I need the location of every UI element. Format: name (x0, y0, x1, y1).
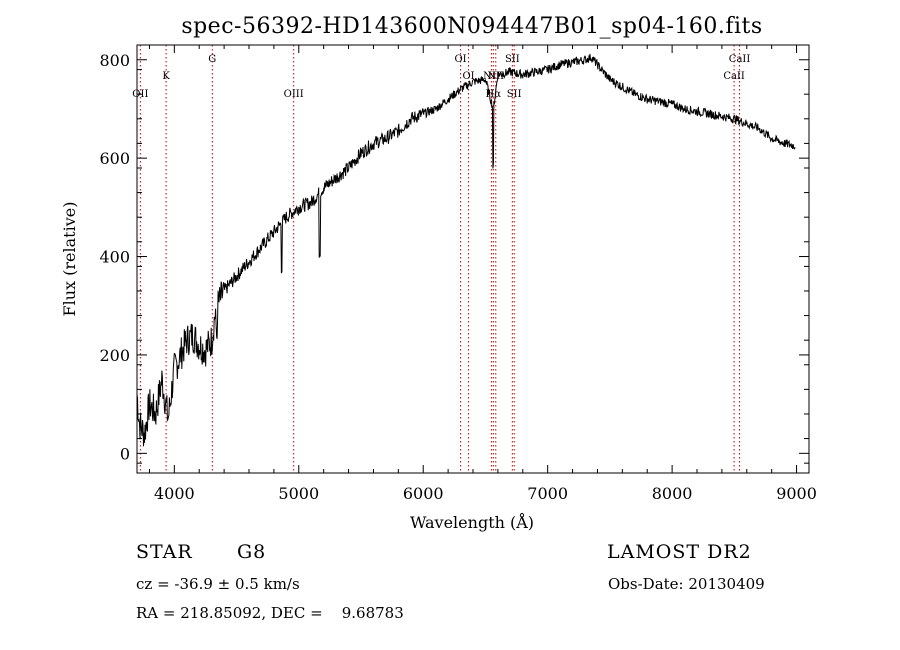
spectral-line-label: CaII (729, 54, 751, 65)
x-axis-ticks: 4000 5000 6000 7000 8000 9000 (148, 45, 817, 503)
y-tick-label: 400 (99, 248, 130, 267)
x-tick-label: 6000 (403, 484, 444, 503)
y-tick-label: 600 (99, 149, 130, 168)
spectral-line-label: OIII (284, 89, 304, 100)
spectral-line-label: OI (454, 54, 466, 65)
spectral-line-label: CaII (723, 71, 745, 82)
y-tick-label: 200 (99, 346, 130, 365)
y-axis-label: Flux (relative) (60, 202, 79, 317)
spectrum-series-line (136, 53, 796, 447)
x-tick-label: 4000 (154, 484, 195, 503)
x-tick-label: 7000 (527, 484, 568, 503)
spectral-subclass: G8 (237, 541, 267, 563)
observation-date: Obs-Date: 20130409 (608, 575, 765, 593)
object-class: STAR (136, 541, 193, 563)
x-tick-label: 9000 (776, 484, 817, 503)
x-tick-label: 8000 (652, 484, 693, 503)
spectral-line-label: SII (507, 89, 522, 100)
spectral-line-label: G (208, 54, 216, 65)
spectral-line-label: NII (487, 71, 504, 82)
y-tick-label: 800 (99, 51, 130, 70)
spectral-line-label: OI (462, 71, 474, 82)
x-axis-label: Wavelength (Å) (410, 512, 534, 532)
spectral-line-label: K (162, 71, 170, 82)
velocity-readout: cz = -36.9 ± 0.5 km/s (136, 575, 300, 593)
spectral-line-label: SII (505, 54, 520, 65)
y-axis-ticks: 0 200 400 600 800 (99, 51, 809, 464)
y-tick-label: 0 (120, 444, 130, 463)
spectral-line-label: NII (483, 71, 500, 82)
coordinates-readout: RA = 218.85092, DEC = 9.68783 (136, 604, 404, 622)
chart-title: spec-56392-HD143600N094447B01_sp04-160.f… (181, 14, 762, 39)
survey-name: LAMOST DR2 (607, 541, 752, 563)
plot-frame (136, 44, 810, 474)
spectral-line-label: Hα (486, 89, 502, 100)
x-tick-label: 5000 (278, 484, 319, 503)
